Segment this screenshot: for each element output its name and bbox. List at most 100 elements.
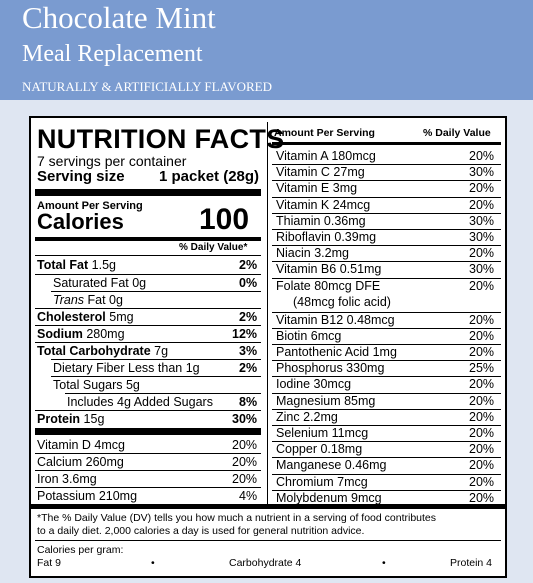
calories-value: 100 <box>199 203 250 236</box>
vitamin-dv: 20% <box>469 393 495 408</box>
rule <box>35 342 261 343</box>
mineral-dv: 4% <box>239 489 258 503</box>
serving-size-value: 1 packet (28g) <box>159 168 260 185</box>
calories-label: Calories <box>37 209 124 234</box>
vitamin-row: Magnesium 85mg <box>276 393 376 408</box>
vitamin-row: Niacin 3.2mg <box>276 246 349 261</box>
column-divider <box>267 122 268 504</box>
vitamin-dv: 20% <box>469 458 495 473</box>
vitamin-row: Biotin 6mcg <box>276 328 342 343</box>
mineral-row: Calcium 260mg <box>37 455 124 469</box>
rule <box>272 197 501 198</box>
rule <box>272 409 501 410</box>
vitamin-row: Vitamin C 27mg <box>276 165 365 180</box>
vitamin-row: Pantothenic Acid 1mg <box>276 345 397 359</box>
mineral-dv: 20% <box>232 455 258 469</box>
vitamin-row: Selenium 11mcg <box>276 426 369 440</box>
vitamin-row: Copper 0.18mg <box>276 442 363 457</box>
vitamin-dv: 20% <box>469 278 495 293</box>
footnote-line1: *The % Daily Value (DV) tells you how mu… <box>37 512 436 524</box>
vitamin-dv: 20% <box>469 197 495 212</box>
vitamin-dv: 25% <box>469 361 495 376</box>
facts-heading: NUTRITION FACTS <box>37 124 285 154</box>
rule <box>272 261 501 262</box>
vitamin-dv: 30% <box>469 165 495 180</box>
vitamin-row: Vitamin B6 0.51mg <box>276 262 382 277</box>
dv-header: % Daily Value* <box>179 242 248 253</box>
nutrient-row: Total Fat 1.5g <box>37 258 116 272</box>
rule <box>51 359 261 360</box>
vitamin-row: Iodine 30mcg <box>276 377 352 392</box>
nutrient-row: Dietary Fiber Less than 1g <box>53 361 200 375</box>
thick-rule <box>35 428 261 435</box>
vitamin-dv: 20% <box>469 490 495 505</box>
cal-per-gram-label: Calories per gram: <box>37 544 124 556</box>
rule <box>35 410 261 411</box>
nutrient-row: Includes 4g Added Sugars <box>67 395 213 409</box>
vitamin-row: Molybdenum 9mcg <box>276 490 382 505</box>
rule <box>272 490 501 491</box>
thick-rule <box>31 504 505 509</box>
nutrient-dv: 3% <box>239 344 258 358</box>
vitamin-row: Thiamin 0.36mg <box>276 213 366 228</box>
rule <box>272 393 501 394</box>
nutrient-dv: 12% <box>232 327 258 341</box>
rule <box>272 425 501 426</box>
rule <box>35 453 261 454</box>
rule <box>51 376 261 377</box>
product-title: Chocolate Mint <box>22 0 216 35</box>
rule <box>35 308 261 309</box>
nutrient-row: Total Sugars 5g <box>53 378 140 392</box>
rule <box>272 164 501 165</box>
vitamin-dv: 20% <box>469 328 495 343</box>
bullet: • <box>151 557 155 569</box>
rule <box>35 487 261 488</box>
vitamin-row: Chromium 7mcg <box>276 474 368 489</box>
mineral-row: Vitamin D 4mcg <box>37 438 125 452</box>
footnote-line2: to a daily diet. 2,000 calories a day is… <box>37 525 365 537</box>
vitamin-row: Phosphorus 330mg <box>276 361 385 376</box>
vitamin-dv: 20% <box>469 246 495 261</box>
vitamin-dv: 20% <box>469 312 495 327</box>
vitamin-row: Zinc 2.2mg <box>276 409 338 424</box>
nutrient-dv: 2% <box>239 258 258 272</box>
nutrient-row: Protein 15g <box>37 412 105 426</box>
mineral-dv: 20% <box>232 438 258 452</box>
rule <box>272 441 501 442</box>
rule <box>272 474 501 475</box>
rule <box>272 457 501 458</box>
vitamin-dv: 20% <box>469 149 495 163</box>
nutrient-row: Total Carbohydrate 7g <box>37 344 169 358</box>
vitamin-row: Vitamin E 3mg <box>276 181 358 196</box>
mineral-row: Iron 3.6mg <box>37 472 97 486</box>
rule <box>272 213 501 214</box>
vitamin-dv: 20% <box>469 426 495 440</box>
vitamin-dv: 30% <box>469 213 495 228</box>
vitamin-dv: 20% <box>469 181 495 196</box>
rule <box>272 180 501 181</box>
rule <box>35 325 261 326</box>
vitamin-dv: 30% <box>469 230 495 244</box>
vitamin-dv: 30% <box>469 262 495 277</box>
product-banner: Chocolate Mint Meal Replacement NATURALL… <box>0 0 533 100</box>
bullet: • <box>382 557 386 569</box>
nutrient-dv: 8% <box>239 395 258 409</box>
rule <box>35 255 261 256</box>
nutrient-row: Saturated Fat 0g <box>53 276 147 290</box>
rule <box>272 328 501 329</box>
mineral-dv: 20% <box>232 472 258 486</box>
vitamin-row: Riboflavin 0.39mg <box>276 230 377 244</box>
vitamin-dv: 20% <box>469 442 495 457</box>
medium-rule <box>35 237 261 241</box>
rule <box>272 376 501 377</box>
medium-rule <box>272 142 501 145</box>
rule <box>272 312 501 313</box>
nutrient-dv: 2% <box>239 361 258 375</box>
right-dv-header: % Daily Value <box>423 127 491 139</box>
nutrient-row: Cholesterol 5mg <box>37 310 134 324</box>
vitamin-dv: 20% <box>469 345 495 359</box>
rule <box>272 344 501 345</box>
rule <box>272 229 501 230</box>
rule <box>272 278 501 279</box>
vitamin-row: Vitamin B12 0.48mcg <box>276 312 395 327</box>
